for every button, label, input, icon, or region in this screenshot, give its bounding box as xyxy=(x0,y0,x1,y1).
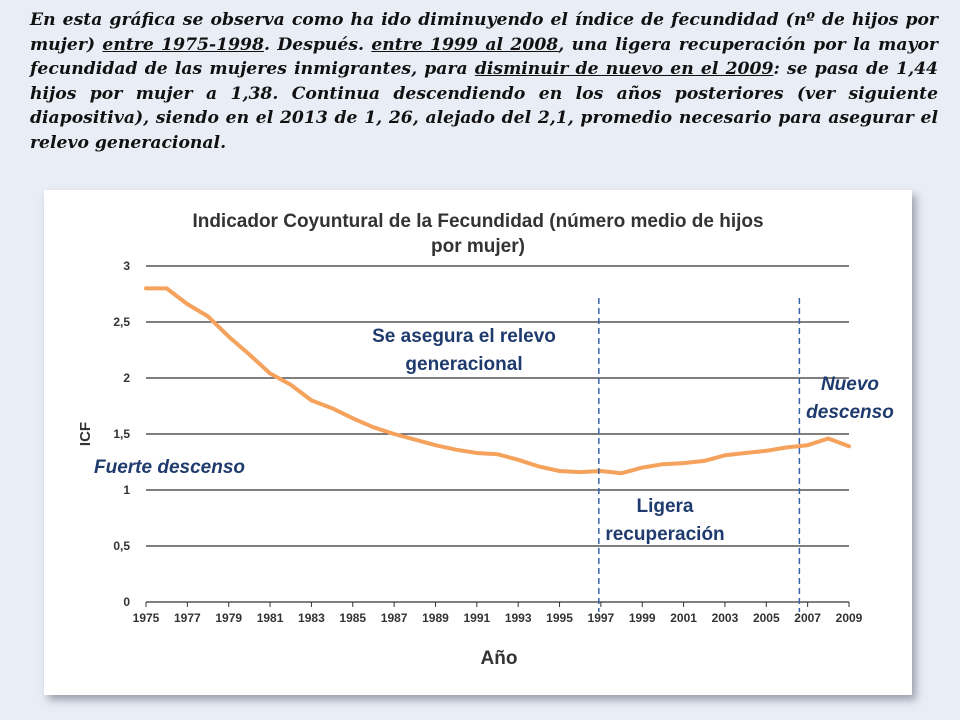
x-tick-label: 1977 xyxy=(174,611,201,625)
x-tick-label: 1981 xyxy=(257,611,284,625)
x-tick-label: 2007 xyxy=(794,611,821,625)
x-tick-label: 1997 xyxy=(588,611,615,625)
chart-annotation: descenso xyxy=(806,402,894,423)
intro-underline-3: disminuir de nuevo en el 2009 xyxy=(474,59,774,79)
intro-paragraph: En esta gráfica se observa como ha ido d… xyxy=(30,8,938,155)
x-tick-label: 1993 xyxy=(505,611,532,625)
x-tick-label: 1975 xyxy=(133,611,160,625)
y-tick-label: 2 xyxy=(123,371,130,385)
x-tick-label: 1983 xyxy=(298,611,325,625)
x-tick-label: 2005 xyxy=(753,611,780,625)
fertility-line-chart: Indicador Coyuntural de la Fecundidad (n… xyxy=(77,211,894,669)
y-tick-label: 1 xyxy=(123,483,130,497)
x-tick-label: 1991 xyxy=(463,611,490,625)
x-tick-label: 1989 xyxy=(422,611,449,625)
x-tick-label: 2003 xyxy=(712,611,739,625)
chart-annotation: recuperación xyxy=(605,524,724,545)
x-tick-label: 1999 xyxy=(629,611,656,625)
chart-panel: Indicador Coyuntural de la Fecundidad (n… xyxy=(44,190,912,695)
x-tick-label: 1979 xyxy=(215,611,242,625)
x-tick-label: 1985 xyxy=(339,611,366,625)
x-tick-label: 2009 xyxy=(836,611,863,625)
chart-annotation: generacional xyxy=(405,354,522,375)
x-tick-label: 1995 xyxy=(546,611,573,625)
intro-text-3: , una ligera recuperación por la mayor f… xyxy=(30,34,938,80)
x-tick-label: 2001 xyxy=(670,611,697,625)
x-tick-label: 1987 xyxy=(381,611,408,625)
chart-annotation: Fuerte descenso xyxy=(94,457,245,478)
intro-underline-2: entre 1999 al 2008 xyxy=(371,34,559,55)
intro-underline-1: entre 1975-1998 xyxy=(102,34,264,55)
x-axis-title: Año xyxy=(481,648,518,669)
chart-title-line: Indicador Coyuntural de la Fecundidad (n… xyxy=(192,211,763,232)
chart-annotation: Se asegura el relevo xyxy=(372,326,556,347)
chart-annotation: Ligera xyxy=(636,496,693,517)
chart-annotation: Nuevo xyxy=(821,374,879,395)
y-tick-label: 1,5 xyxy=(113,427,130,441)
y-tick-label: 0,5 xyxy=(113,539,130,553)
y-tick-label: 2,5 xyxy=(113,315,130,329)
y-tick-label: 0 xyxy=(123,595,130,609)
y-tick-label: 3 xyxy=(123,259,130,273)
intro-text-1: En esta gráfica se observa como ha ido d… xyxy=(30,10,938,55)
intro-text-2: . Después. xyxy=(263,34,372,55)
data-series-line xyxy=(144,286,851,476)
chart-title-line: por mujer) xyxy=(431,236,525,257)
y-axis-title: ICF xyxy=(77,422,94,446)
intro-text-4: : se pasa de 1,44 hijos por mujer a 1,38… xyxy=(30,59,938,153)
